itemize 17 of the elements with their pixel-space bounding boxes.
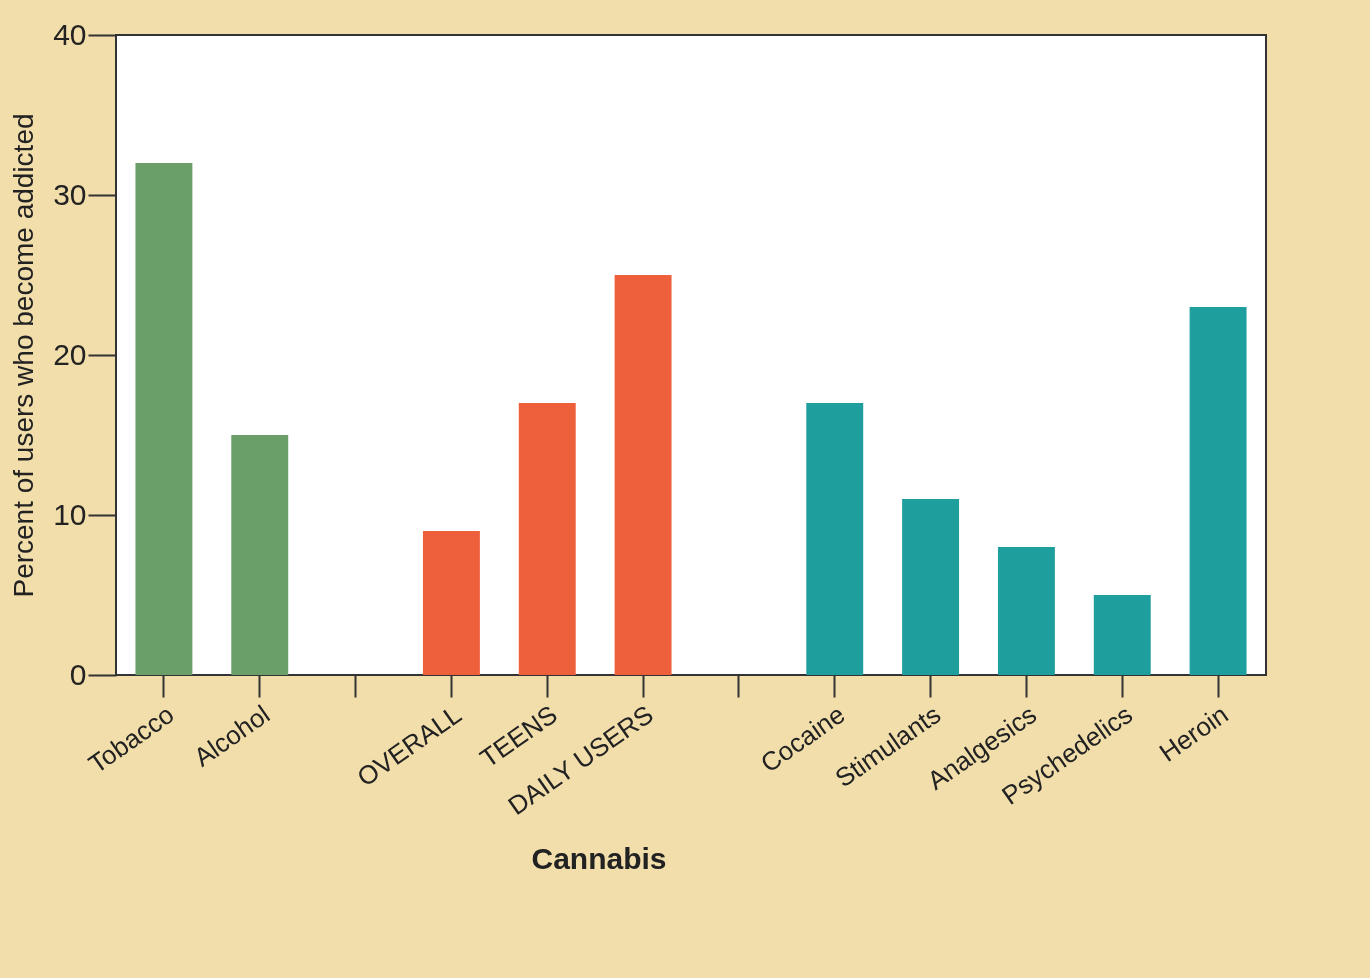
y-tick-label: 0 xyxy=(69,657,87,691)
bar xyxy=(135,163,193,675)
y-axis-title: Percent of users who become addicted xyxy=(8,113,40,598)
bar xyxy=(518,403,576,675)
bar xyxy=(806,403,864,675)
y-tick-label: 30 xyxy=(53,177,87,211)
bar xyxy=(422,531,480,675)
bar xyxy=(1093,595,1151,675)
bar xyxy=(997,547,1055,675)
bar xyxy=(614,275,672,675)
bar xyxy=(231,435,289,675)
y-tick-label: 40 xyxy=(53,17,87,51)
bar xyxy=(902,499,960,675)
text: Cannabis xyxy=(531,842,667,875)
y-tick-label: 20 xyxy=(53,337,87,371)
y-tick-label: 10 xyxy=(53,497,87,531)
bar xyxy=(1189,307,1247,675)
